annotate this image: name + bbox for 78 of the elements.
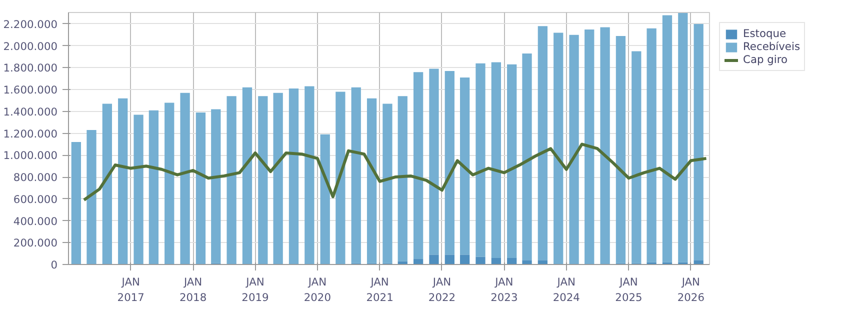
bar (460, 78, 470, 255)
legend-label: Estoque (743, 27, 786, 40)
bar (694, 24, 704, 260)
bar (632, 51, 642, 264)
x-tick-label: JAN 2017 (117, 276, 144, 304)
bar (351, 87, 361, 264)
bar (398, 261, 408, 264)
x-tick-label: JAN 2021 (366, 276, 394, 304)
bar (444, 70, 454, 255)
bar (320, 134, 330, 264)
bar (288, 88, 299, 264)
bar (491, 62, 501, 258)
bar (507, 258, 517, 264)
y-tick-label: 800.000 (13, 171, 58, 184)
x-tick-label: JAN 2023 (490, 276, 518, 304)
bar (662, 15, 672, 262)
y-tick-label: 600.000 (13, 192, 58, 206)
legend-label: Cap giro (743, 53, 788, 66)
bar (102, 104, 112, 264)
x-tick-label: JAN 2019 (242, 276, 270, 304)
bar (646, 28, 656, 262)
bar (273, 92, 283, 264)
y-tick-label: 200.000 (13, 236, 58, 250)
bar (616, 36, 626, 264)
bar (429, 68, 439, 255)
x-tick-label: JAN 2018 (179, 276, 207, 304)
bar (164, 102, 174, 264)
x-tick-label: JAN 2025 (615, 276, 642, 304)
bar (304, 86, 314, 264)
x-tick-label: JAN 2024 (552, 276, 580, 304)
bar (398, 96, 408, 262)
bar (600, 27, 610, 264)
y-tick-label: 1.200.000 (3, 127, 58, 140)
bar (491, 258, 501, 264)
bar (522, 260, 532, 264)
bar (507, 64, 517, 258)
bar (476, 63, 486, 257)
bar (336, 92, 346, 264)
bar (242, 87, 252, 264)
bar (522, 54, 532, 260)
bar (460, 254, 470, 264)
y-tick-label: 1.600.000 (3, 84, 58, 97)
bar (476, 256, 486, 264)
x-tick-label: JAN 2026 (677, 276, 705, 304)
x-tick-label: JAN 2020 (304, 276, 332, 304)
legend-label: Recebíveis (743, 40, 800, 53)
bar (444, 254, 454, 264)
bar (538, 26, 548, 260)
bar (413, 259, 424, 264)
bar (258, 96, 268, 264)
x-tick-label: JAN 2022 (428, 276, 456, 304)
y-tick-label: 1.400.000 (3, 105, 58, 118)
bar (429, 254, 439, 264)
y-tick-label: 1.000.000 (3, 149, 58, 162)
bar (180, 92, 190, 264)
bar (366, 98, 377, 264)
y-tick-label: 400.000 (13, 214, 58, 228)
bar (538, 260, 548, 264)
y-tick-label: 2.200.000 (3, 18, 58, 31)
bar (226, 96, 236, 264)
bar (196, 112, 206, 264)
line-series (82, 142, 708, 202)
bar (382, 104, 392, 264)
bar (678, 13, 688, 262)
y-tick-label: 0 (50, 258, 58, 272)
bar (211, 109, 221, 264)
bar (86, 130, 96, 264)
y-tick-label: 1.800.000 (3, 62, 58, 75)
bar (569, 34, 579, 264)
bar (413, 72, 424, 260)
bar (554, 32, 564, 264)
bar (118, 98, 128, 264)
y-tick-label: 2.000.000 (3, 40, 58, 53)
bar (148, 110, 159, 264)
bar (694, 260, 704, 264)
bar (71, 142, 81, 264)
bar (584, 29, 594, 264)
bar (134, 114, 144, 264)
